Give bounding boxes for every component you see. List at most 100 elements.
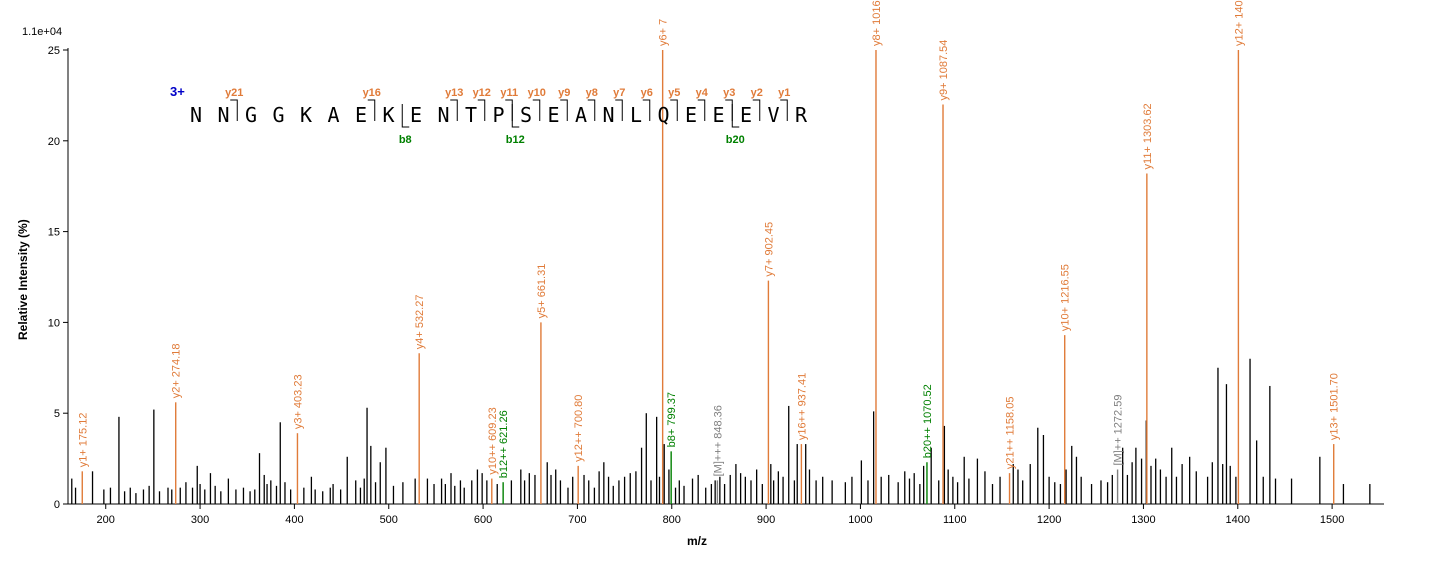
y-tick-label: 20: [48, 136, 60, 148]
x-tick-label: 300: [191, 514, 209, 526]
y-ion-label: y8: [586, 87, 598, 99]
peak-label: y16++ 937.41: [796, 373, 808, 440]
y-ion-bracket: [230, 99, 238, 121]
y-ion-bracket: [780, 99, 788, 121]
x-axis-title: m/z: [687, 534, 707, 548]
peak-label: y21++ 1158.05: [1005, 397, 1017, 470]
x-tick-label: 700: [568, 514, 586, 526]
sequence-residue: Q: [657, 103, 669, 127]
y-ion-label: y6: [641, 87, 653, 99]
y-ion-bracket: [725, 99, 733, 121]
y-ion-label: y11: [500, 87, 518, 99]
peak-label: [M]++ 1272.59: [1113, 395, 1125, 466]
peak-label: b20++ 1070.52: [922, 384, 934, 458]
y-ion-bracket: [615, 99, 623, 121]
peak-label: y7+ 902.45: [763, 222, 775, 277]
y-ion-bracket: [587, 99, 596, 121]
y-ion-label: y2: [751, 87, 763, 99]
sequence-residue: E: [712, 103, 724, 127]
sequence-residue: G: [272, 103, 284, 127]
annotated-peaks-layer: y1+ 175.12 y2+ 274.18 y3+ 403.23 y4+ 532.27…: [77, 0, 1341, 504]
y-tick-label: 10: [48, 317, 60, 329]
y-ion-bracket: [752, 99, 761, 121]
b-ion-label: b20: [726, 134, 745, 146]
axes: 200 300 400 500 600 700 800 900 1000 1100 1200 1300…: [48, 45, 1384, 526]
peak-label: y5+ 661.31: [536, 264, 548, 319]
peaks-layer: [71, 358, 1371, 504]
x-tick-label: 1100: [943, 514, 967, 526]
y-ion-label: y5: [668, 87, 680, 99]
b-ion-bracket: [731, 104, 740, 128]
sequence-residue: E: [410, 103, 422, 127]
x-tick-label: 1300: [1131, 514, 1155, 526]
y-ion-bracket: [367, 99, 376, 121]
b-ion-label: b8: [399, 134, 412, 146]
x-tick-label: 800: [663, 514, 681, 526]
peak-label: b8+ 799.37: [666, 392, 678, 447]
y-ion-label: y9: [558, 87, 570, 99]
y-ion-bracket: [505, 99, 513, 121]
peak-label: y2+ 274.18: [171, 344, 183, 399]
peak-label: y6+ 7: [658, 19, 670, 46]
y-ion-label: y1: [778, 87, 790, 99]
y-ion-bracket: [560, 99, 568, 121]
y-ion-label: y21: [225, 87, 243, 99]
sequence-residue: N: [437, 103, 449, 127]
x-tick-label: 200: [97, 514, 115, 526]
sequence-residue: T: [465, 103, 477, 127]
y-ion-bracket: [642, 99, 651, 121]
peak-label: y12++ 700.80: [573, 395, 585, 462]
x-tick-label: 500: [380, 514, 398, 526]
sequence-residue: N: [190, 103, 202, 127]
charge-state-label: 3+: [170, 84, 185, 99]
sequence-residue: E: [355, 103, 367, 127]
peak-label: y3+ 403.23: [292, 374, 304, 429]
peak-label: b12++ 621.26: [498, 410, 510, 478]
sequence-residue: G: [245, 103, 257, 127]
y-axis-title: Relative Intensity (%): [16, 219, 30, 340]
sequence-residue: E: [740, 103, 752, 127]
sequence-residue: K: [382, 103, 394, 127]
peak-label: y12+ 1400.66: [1233, 0, 1245, 46]
y-ion-bracket: [697, 99, 706, 121]
peak-label: y4+ 532.27: [414, 295, 426, 350]
peak-label: y10++ 609.23: [487, 407, 499, 474]
peak-label: y1+ 175.12: [77, 413, 89, 468]
peak-label: y13+ 1501.70: [1329, 373, 1341, 440]
peak-label: [M]+++ 848.36: [712, 405, 724, 476]
x-tick-label: 900: [757, 514, 775, 526]
y-tick-label: 15: [48, 227, 60, 239]
x-tick-label: 1500: [1320, 514, 1344, 526]
y-ion-bracket: [670, 99, 678, 121]
y-ion-bracket: [450, 99, 458, 121]
x-tick-label: 600: [474, 514, 492, 526]
y-ion-label: y3: [723, 87, 735, 99]
sequence-residue: P: [492, 103, 504, 127]
y-ion-label: y13: [445, 87, 463, 99]
peak-label: y11+ 1303.62: [1142, 103, 1154, 169]
sequence-residue: E: [685, 103, 697, 127]
y-ion-label: y7: [613, 87, 625, 99]
y-ion-bracket: [477, 99, 486, 121]
sequence-residue: S: [520, 103, 532, 127]
intensity-scale-label: 1.1e+04: [22, 26, 62, 38]
y-tick-label: 25: [48, 45, 60, 57]
x-tick-label: 1000: [848, 514, 872, 526]
x-tick-label: 1200: [1037, 514, 1061, 526]
y-ion-label: y16: [363, 87, 381, 99]
b-ion-bracket: [511, 104, 520, 128]
sequence-residue: N: [217, 103, 229, 127]
y-ion-label: y12: [473, 87, 491, 99]
peak-label: y8+ 1016.49: [871, 0, 883, 46]
b-ion-bracket: [401, 104, 410, 128]
y-ion-label: y4: [696, 87, 709, 99]
y-ion-bracket: [532, 99, 541, 121]
peak-label: y9+ 1087.54: [938, 40, 950, 101]
b-ion-label: b12: [506, 134, 525, 146]
x-tick-label: 400: [285, 514, 303, 526]
sequence-residue: A: [327, 103, 339, 127]
peak-label: y10+ 1216.55: [1060, 264, 1072, 331]
sequence-residue: R: [795, 103, 808, 127]
